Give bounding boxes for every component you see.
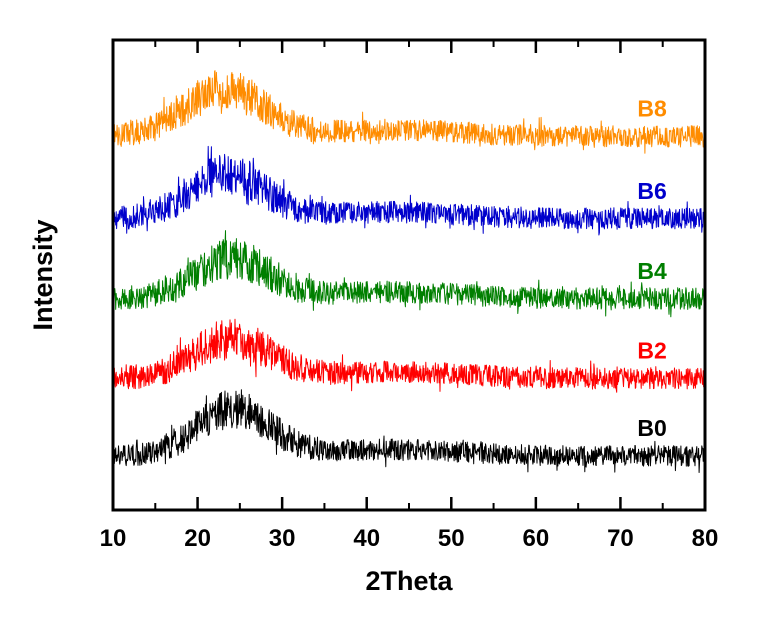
series-labels: B0 B2 B4 B6 B8 [637, 96, 667, 442]
trace-B8 [112, 70, 706, 154]
trace-lines [112, 70, 706, 473]
trace-B4 [112, 230, 706, 318]
x-tick-label: 10 [100, 525, 127, 552]
x-tick-label: 70 [607, 525, 634, 552]
series-label-B6: B6 [637, 178, 666, 204]
x-axis-title: 2Theta [365, 566, 453, 596]
trace-B2 [112, 318, 706, 393]
x-tick-label: 60 [523, 525, 550, 552]
x-tick-labels: 10 20 30 40 50 60 70 80 [100, 525, 719, 552]
x-tick-label: 50 [438, 525, 465, 552]
series-label-B8: B8 [637, 96, 667, 122]
series-label-B4: B4 [637, 258, 667, 284]
x-tick-label: 40 [353, 525, 380, 552]
series-label-B2: B2 [637, 338, 666, 364]
y-axis-title: Intensity [28, 219, 58, 330]
plot-frame [111, 38, 707, 512]
trace-B6 [112, 145, 706, 236]
axis-ticks [111, 40, 707, 510]
x-tick-label: 20 [184, 525, 211, 552]
x-tick-label: 80 [692, 525, 719, 552]
trace-B0 [112, 389, 706, 473]
series-label-B0: B0 [637, 415, 666, 441]
x-tick-label: 30 [269, 525, 296, 552]
